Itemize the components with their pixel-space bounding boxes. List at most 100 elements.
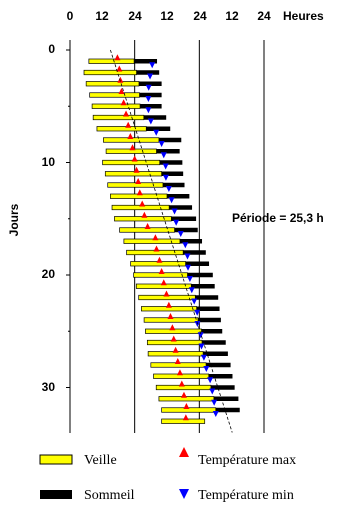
legend-temp-max-label: Température max [198, 453, 296, 468]
sommeil-bar [196, 306, 220, 311]
y-tick-20: 20 [42, 267, 56, 281]
veille-bar [83, 69, 137, 76]
temp-min-marker [194, 309, 201, 316]
veille-bar [89, 92, 140, 98]
temp-max-marker [165, 301, 172, 308]
sommeil-bar [195, 295, 219, 300]
temp-min-marker [209, 388, 216, 395]
temp-max-marker [120, 99, 127, 106]
veille-bar [102, 159, 161, 166]
legend-temp-min-label: Température min [198, 488, 294, 503]
veille-bar [92, 114, 145, 121]
sommeil-bar [206, 362, 231, 368]
veille-bar [96, 126, 147, 132]
temp-min-marker [182, 242, 189, 249]
temp-min-marker [188, 287, 195, 294]
sommeil-bar [159, 160, 183, 165]
temp-min-marker [165, 186, 172, 192]
temp-min-marker [168, 197, 175, 204]
sommeil-bar [161, 171, 184, 176]
temp-min-marker [153, 129, 160, 136]
temp-min-marker [207, 377, 214, 384]
x-tick-6: 24 [257, 9, 271, 23]
temp-min-marker [212, 411, 219, 417]
temp-max-marker [116, 65, 123, 72]
sommeil-bar [140, 104, 162, 109]
legend-sommeil-swatch [40, 490, 72, 499]
y-tick-0: 0 [48, 42, 55, 56]
temp-max-marker [127, 133, 134, 139]
sommeil-bar [136, 70, 160, 75]
temp-max-marker [141, 211, 148, 218]
sommeil-bar [210, 385, 235, 390]
temp-min-marker [145, 84, 152, 91]
temp-max-marker [118, 88, 125, 94]
sommeil-bar [202, 340, 226, 345]
veille-bar [158, 396, 215, 402]
temp-min-marker [158, 141, 165, 147]
temp-min-marker [211, 399, 218, 406]
veille-bar [104, 171, 162, 177]
temp-max-marker [167, 313, 174, 319]
temp-max-marker [170, 335, 177, 342]
temp-min-marker [147, 73, 154, 80]
temp-max-marker [117, 76, 124, 83]
temp-max-marker [176, 369, 183, 376]
temp-min-marker [145, 96, 152, 102]
sommeil-bar [203, 351, 228, 356]
temp-min-marker [173, 219, 180, 226]
sommeil-bar [171, 216, 197, 221]
temp-max-marker [172, 346, 179, 353]
sommeil-bar [215, 407, 240, 413]
sommeil-bar [183, 250, 206, 255]
temp-max-marker [123, 110, 130, 117]
x-tick-2: 24 [128, 9, 142, 23]
veille-bar [91, 103, 141, 109]
sommeil-bar [138, 81, 162, 86]
x-tick-3: 12 [160, 9, 174, 23]
sommeil-bar [146, 126, 171, 131]
temp-min-marker [186, 276, 193, 282]
trend-line [110, 49, 233, 433]
sommeil-bar [213, 396, 239, 401]
temp-max-marker [180, 391, 187, 398]
temp-min-marker [184, 253, 191, 260]
temp-max-marker [178, 380, 185, 387]
temp-max-marker [183, 403, 190, 409]
sommeil-bar [208, 374, 233, 379]
veille-bar [107, 182, 164, 188]
temp-max-marker [182, 414, 189, 421]
sommeil-bar [158, 137, 182, 143]
sommeil-bar [167, 194, 190, 199]
temp-min-marker [198, 343, 205, 350]
temp-max-marker [156, 256, 163, 263]
legend-temp-max-icon [179, 447, 189, 457]
legend-veille-label: Veille [84, 453, 117, 468]
temp-max-marker [152, 234, 159, 241]
veille-bar [85, 81, 140, 87]
temp-min-marker [162, 174, 169, 181]
sommeil-bar [197, 317, 221, 323]
temp-min-marker [147, 118, 154, 125]
legend-veille-swatch [39, 454, 73, 465]
y-tick-30: 30 [42, 380, 56, 394]
x-tick-4: 24 [193, 9, 207, 23]
sommeil-bar [143, 115, 167, 120]
sommeil-bar [139, 92, 162, 98]
temp-min-marker [160, 152, 167, 159]
legend: Veille Sommeil Température max Températu… [39, 447, 296, 503]
temp-max-marker [139, 200, 146, 207]
period-annotation: Période = 25,3 h [232, 211, 324, 225]
legend-temp-min-icon [179, 489, 189, 499]
sommeil-bar [134, 59, 158, 64]
veille-bar [88, 58, 135, 64]
sommeil-bar [162, 182, 185, 188]
temp-max-marker [160, 279, 167, 286]
temp-min-marker [197, 332, 204, 339]
temp-max-marker [136, 189, 143, 196]
temp-min-marker [145, 107, 152, 114]
temp-min-marker [177, 231, 184, 237]
temp-max-marker [131, 155, 138, 162]
temp-max-marker [153, 245, 160, 252]
